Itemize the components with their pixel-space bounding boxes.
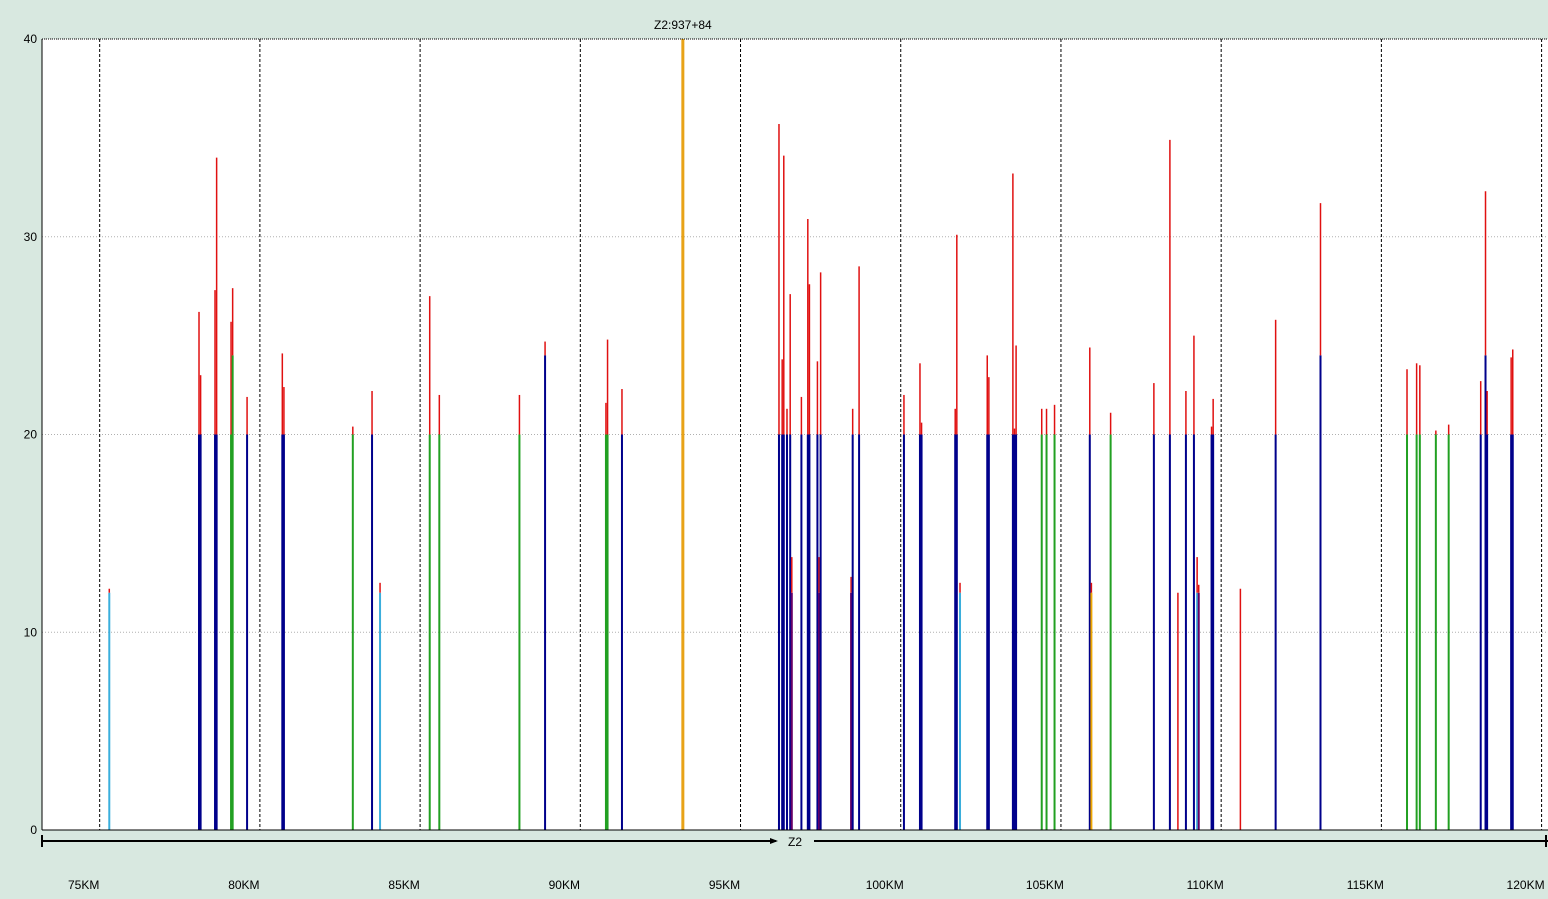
axis-layer: 0 10 20 30 40 75KM 80KM 85KM 90KM 95KM 100KM 105KM 1… <box>24 32 1548 892</box>
x-tick-label: 110KM <box>1187 878 1224 892</box>
y-tick-label: 20 <box>24 428 38 442</box>
x-tick-label: 115KM <box>1347 878 1384 892</box>
x-tick-label: 100KM <box>866 878 904 892</box>
x-tick-label: 95KM <box>709 878 740 892</box>
y-tick-label: 0 <box>30 823 37 837</box>
x-tick-label: 80KM <box>228 878 259 892</box>
x-tick-label: 75KM <box>68 878 99 892</box>
y-tick-label: 10 <box>24 625 38 639</box>
x-tick-label: 90KM <box>549 878 580 892</box>
track-layer: Z2 <box>41 835 1548 849</box>
track-label: Z2 <box>788 835 802 849</box>
x-tick-label: 120KM <box>1507 878 1545 892</box>
track-arrow-icon <box>770 838 778 844</box>
y-tick-label: 30 <box>24 230 38 244</box>
bars-layer <box>108 124 1514 830</box>
marker-layer: Z2:937+84 <box>654 18 712 830</box>
x-tick-label: 105KM <box>1026 878 1064 892</box>
x-tick-label: 85KM <box>388 878 419 892</box>
y-tick-label: 40 <box>24 32 38 46</box>
marker-label: Z2:937+84 <box>654 18 712 32</box>
